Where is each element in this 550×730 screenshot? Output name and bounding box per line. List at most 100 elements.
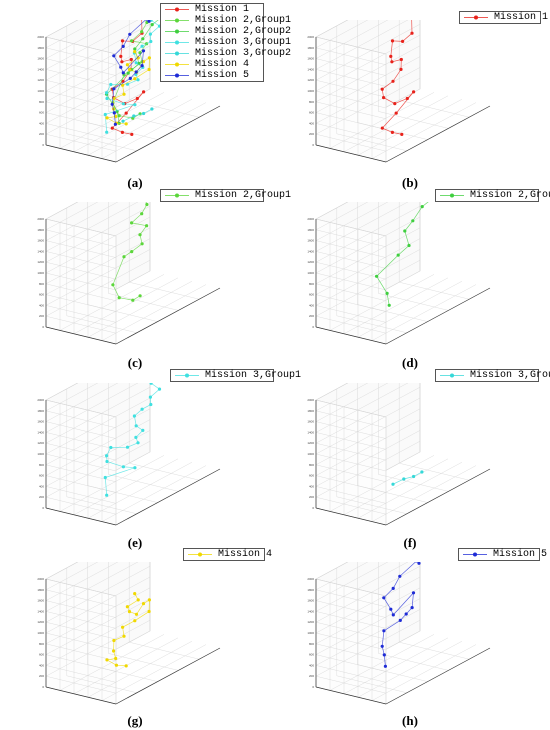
z-tick-label: 400: [309, 663, 314, 667]
x-axis: [315, 507, 387, 526]
panel-h: 0 200 400 600 800 1000 1200 1400 1600 1800 2000: [278, 562, 538, 722]
grid-line: [315, 20, 348, 38]
grid-line: [59, 455, 165, 512]
legend-f: Mission 3,Group2: [435, 369, 550, 382]
legend-swatch: [165, 18, 189, 23]
data-point: [125, 445, 130, 449]
grid-line: [45, 562, 99, 590]
grid-line: [315, 90, 387, 109]
grid-line: [315, 620, 421, 677]
grid-line: [343, 277, 449, 334]
z-tick-label: 400: [39, 303, 44, 307]
legend-h: Mission 5: [458, 548, 547, 561]
x-axis: [45, 686, 117, 705]
grid-line: [315, 202, 409, 252]
data-point: [150, 107, 154, 111]
grid-line: [73, 277, 179, 334]
grid-line: [315, 643, 387, 661]
grid-line: [329, 92, 435, 149]
data-point: [394, 111, 398, 115]
data-point: [147, 20, 151, 23]
grid-line: [315, 36, 387, 55]
grid-line: [45, 20, 139, 70]
z-tick-label: 1800: [37, 46, 44, 50]
grid-line: [45, 383, 139, 433]
grid-line: [315, 464, 387, 482]
data-point: [420, 470, 424, 474]
grid-line: [45, 589, 117, 607]
grid-line: [45, 598, 151, 655]
legend-label: Mission 5: [493, 549, 548, 560]
z-tick-label: 0: [312, 506, 314, 510]
data-point: [141, 428, 145, 432]
data-point: [387, 303, 391, 307]
grid-line: [87, 664, 158, 682]
grid-line: [315, 218, 387, 237]
z-tick-label: 1000: [37, 89, 44, 93]
grid-line: [129, 642, 200, 660]
grid-line: [315, 453, 387, 472]
data-point: [127, 610, 132, 614]
data-point: [145, 224, 149, 228]
z-tick-label: 600: [39, 474, 44, 478]
data-point: [121, 44, 125, 48]
legend-swatch: [188, 552, 212, 557]
legend-swatch-dot: [175, 51, 179, 56]
data-point: [134, 424, 138, 428]
grid-line: [315, 632, 387, 651]
grid-line: [45, 229, 117, 247]
z-tick-label: 1200: [37, 620, 44, 624]
z-tick-label: 1200: [37, 78, 44, 82]
grid-line: [378, 653, 449, 671]
z-tick-label: 800: [39, 282, 44, 286]
legend-marker: [164, 15, 190, 26]
grid-line: [315, 587, 421, 644]
legend-marker: [439, 190, 465, 201]
legend-label: Mission 4: [195, 59, 250, 70]
panel-a: 0 200 400 600 800 1000 1200 1400 1600 1800 2000: [8, 20, 268, 180]
legend-label: Mission 1: [195, 4, 250, 15]
grid-line: [357, 462, 463, 519]
plot-f: 0 200 400 600 800 1000 1200 1400 1600 1800 2000: [307, 383, 491, 526]
data-point: [382, 596, 386, 600]
data-point: [120, 60, 124, 64]
legend-swatch-dot: [175, 62, 179, 67]
grid-line: [315, 397, 421, 455]
data-point: [121, 83, 125, 87]
data-point: [124, 122, 128, 126]
grid-line: [45, 600, 117, 618]
z-tick-label: 1600: [307, 599, 314, 603]
data-point: [402, 477, 406, 481]
grid-line: [87, 641, 193, 698]
data-point: [403, 229, 407, 233]
panel-label-e: (e): [127, 535, 143, 550]
data-point: [412, 90, 416, 94]
grid-line: [101, 102, 207, 159]
data-point: [133, 619, 137, 623]
legend-label: Mission 3,Group1: [205, 370, 302, 381]
z-tick-label: 200: [39, 674, 44, 678]
z-tick-label: 1800: [307, 228, 314, 232]
grid-line: [378, 111, 449, 129]
z-tick-label: 1600: [37, 420, 44, 424]
grid-line: [45, 383, 99, 411]
data-point: [129, 57, 133, 62]
data-point: [380, 87, 384, 91]
grid-line: [329, 455, 435, 512]
grid-line: [315, 589, 387, 607]
legend-label: Mission 4: [218, 549, 273, 560]
data-point: [147, 67, 151, 72]
grid-line: [315, 262, 387, 280]
grid-line: [378, 293, 449, 311]
legend-label: Mission 2,Group1: [195, 15, 292, 26]
data-point: [126, 71, 130, 75]
grid-line: [45, 566, 151, 623]
plot-a: 0 200 400 600 800 1000 1200 1400 1600 1800 2000: [37, 20, 221, 163]
z-tick-label: 600: [39, 111, 44, 115]
legend-entry: Mission 2,Group2: [161, 26, 291, 37]
grid-line: [399, 282, 470, 300]
grid-line: [45, 202, 78, 220]
z-tick-label: 800: [39, 100, 44, 104]
grid-line: [357, 485, 428, 503]
grid-line: [315, 443, 387, 461]
